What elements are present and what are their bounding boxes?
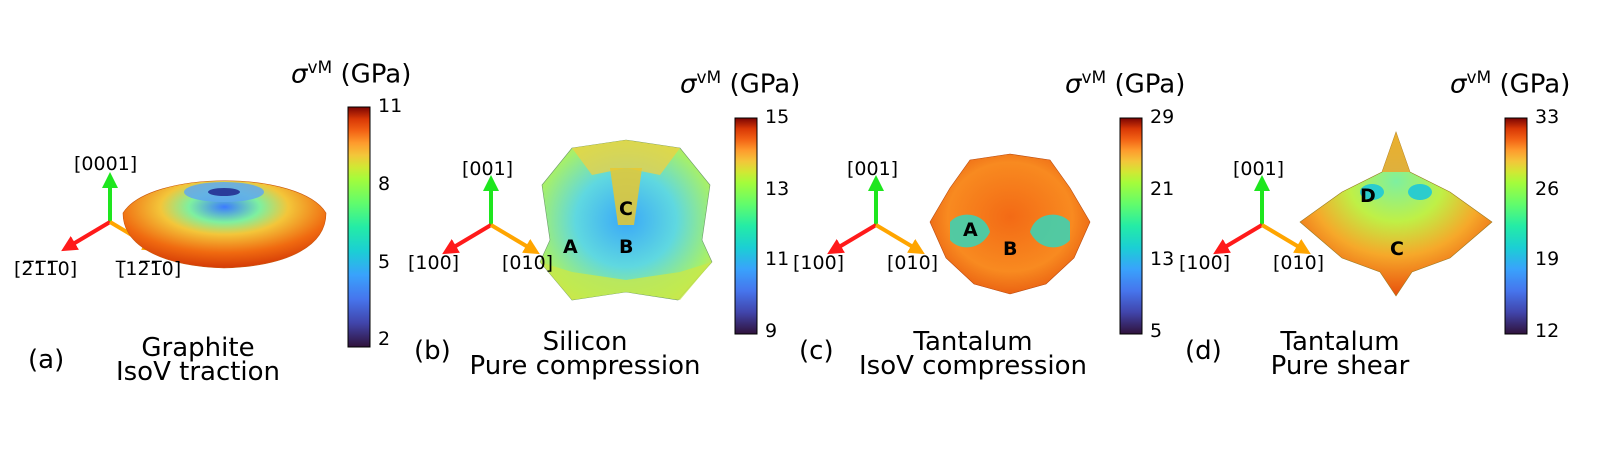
colorbar-tick: 21 — [1150, 178, 1175, 200]
axis-label-x: [100] — [1179, 252, 1231, 274]
point-label: D — [1360, 185, 1376, 207]
axis-label-x: [100] — [793, 252, 845, 274]
colorbar-tick: 9 — [765, 320, 778, 342]
point-label: B — [1003, 238, 1018, 260]
axis-triad-b — [442, 175, 540, 255]
axis-label-z: [0001] — [74, 153, 138, 175]
point-label: C — [1390, 238, 1404, 260]
axis-label-y: [010] — [887, 252, 939, 274]
stress-surface-c — [929, 153, 1091, 295]
axis-triad-d — [1213, 175, 1311, 255]
axis-label-y: [010] — [1273, 252, 1325, 274]
colorbar-tick: 5 — [378, 251, 391, 273]
colorbar-title: σvM (GPa) — [1450, 68, 1571, 100]
colorbar-tick: 8 — [378, 173, 391, 195]
colorbar-title: σvM (GPa) — [1065, 68, 1186, 100]
colorbar-c — [1119, 117, 1143, 335]
colorbar-d — [1504, 117, 1528, 335]
point-label: B — [619, 236, 634, 258]
axis-label-z: [001] — [1233, 158, 1285, 180]
axis-triad-c — [827, 175, 925, 255]
panel-caption: Silicon Pure compression — [469, 327, 701, 381]
colorbar-a — [347, 106, 371, 348]
stress-surface-a — [122, 180, 327, 269]
stress-surface-b — [539, 139, 713, 301]
axis-label-z: [001] — [847, 158, 899, 180]
panel-caption: Tantalum IsoV compression — [858, 327, 1088, 381]
colorbar-tick: 13 — [1150, 248, 1175, 270]
panel-d-graphics — [1213, 117, 1528, 335]
colorbar-tick: 5 — [1150, 320, 1163, 342]
colorbar-tick: 11 — [765, 248, 790, 270]
axis-label-y: [010] — [502, 252, 554, 274]
panel-caption: Tantalum Pure shear — [1270, 327, 1410, 381]
stress-surface-d — [1299, 131, 1493, 297]
axis-label-x: [2̅1̅1̅0] — [14, 258, 78, 280]
point-label: C — [619, 198, 633, 220]
colorbar-tick: 13 — [765, 178, 790, 200]
axis-label-y: [̅12̅1̅0] — [118, 258, 182, 280]
colorbar-tick: 11 — [378, 95, 403, 117]
panel-a-graphics — [61, 106, 371, 348]
panel-letter: (a) — [28, 345, 65, 375]
point-label: A — [963, 219, 978, 241]
colorbar-tick: 12 — [1535, 320, 1560, 342]
colorbar-tick: 2 — [378, 328, 391, 350]
point-label: A — [563, 236, 578, 258]
colorbar-tick: 26 — [1535, 178, 1560, 200]
axis-label-z: [001] — [462, 158, 514, 180]
panel-caption: Graphite IsoV traction — [115, 333, 281, 387]
colorbar-tick: 19 — [1535, 248, 1560, 270]
colorbar-tick: 15 — [765, 106, 790, 128]
colorbar-b — [734, 117, 758, 335]
colorbar-title: σvM (GPa) — [291, 58, 412, 90]
colorbar-tick: 29 — [1150, 106, 1175, 128]
colorbar-title: σvM (GPa) — [680, 68, 801, 100]
axis-label-x: [100] — [408, 252, 460, 274]
panel-letter: (c) — [799, 336, 834, 366]
panel-letter: (b) — [414, 336, 451, 366]
panel-c-graphics — [827, 117, 1143, 335]
panel-letter: (d) — [1185, 336, 1222, 366]
panel-b-graphics — [442, 117, 758, 335]
colorbar-tick: 33 — [1535, 106, 1560, 128]
